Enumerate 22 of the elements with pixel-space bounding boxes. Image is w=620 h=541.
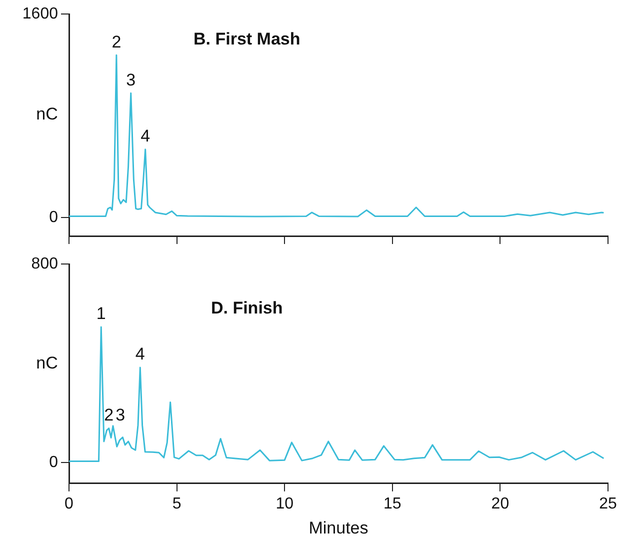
y-axis-title: nC: [36, 104, 58, 124]
x-axis-title: Minutes: [308, 518, 368, 538]
text: B. First Mash: [193, 30, 300, 49]
annotation: 1: [96, 304, 106, 324]
annotation: 4: [135, 344, 145, 364]
annotation: 3: [126, 70, 136, 90]
x-tick-label: 20: [491, 495, 510, 512]
y-axis-title: nC: [36, 353, 58, 372]
annotation: 2: [112, 32, 122, 52]
y-tick-label: 0: [49, 454, 58, 471]
x-tick-label: 15: [384, 495, 402, 512]
x-tick-label: 25: [599, 495, 617, 512]
annotation: 4: [140, 126, 150, 146]
text: D. Finish: [210, 298, 283, 318]
annotation: 2: [104, 405, 114, 424]
annotation: 3: [116, 405, 126, 424]
y-tick-label: 0: [49, 208, 58, 226]
y-tick-label: 800: [31, 255, 58, 272]
x-tick-label: 0: [64, 495, 74, 512]
y-tick-label: 1600: [22, 5, 58, 22]
x-tick-label: 10: [276, 495, 294, 512]
x-tick-label: 5: [172, 495, 182, 512]
